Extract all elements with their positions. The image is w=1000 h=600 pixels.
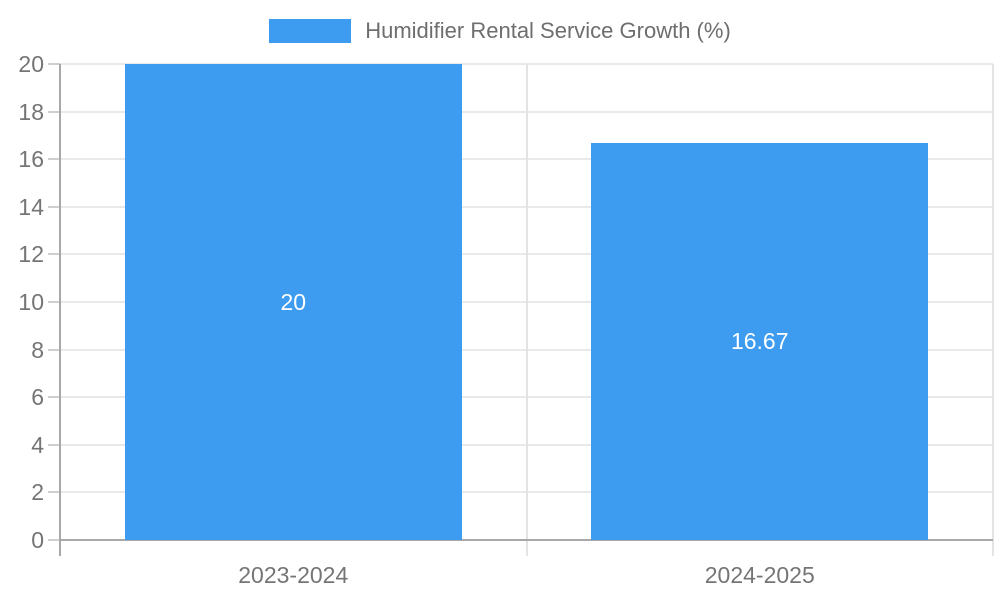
y-tick-mark	[48, 443, 60, 446]
y-tick-label: 8	[31, 336, 44, 363]
y-tick-mark	[48, 253, 60, 256]
y-axis-line	[59, 64, 61, 556]
y-tick-label: 18	[18, 98, 44, 125]
y-tick-label: 14	[18, 193, 44, 220]
y-tick-mark	[48, 63, 60, 65]
legend: Humidifier Rental Service Growth (%)	[0, 18, 1000, 44]
gridline-vertical	[992, 64, 994, 556]
x-axis-line	[59, 539, 993, 541]
bar: 20	[124, 64, 462, 540]
y-tick-mark	[48, 396, 60, 399]
y-tick-mark	[48, 348, 60, 351]
y-tick-label: 20	[18, 51, 44, 77]
y-tick-mark	[48, 205, 60, 208]
y-tick-mark	[48, 539, 60, 541]
y-tick-mark	[48, 158, 60, 161]
y-tick-label: 6	[31, 384, 44, 411]
y-tick-mark	[48, 301, 60, 303]
bar-value-label: 20	[280, 288, 307, 315]
y-tick-mark	[48, 110, 60, 113]
gridline-vertical	[525, 64, 528, 556]
y-tick-label: 12	[18, 241, 44, 268]
x-tick-label: 2024-2025	[704, 562, 815, 588]
y-tick-label: 2	[31, 479, 44, 506]
y-tick-label: 10	[18, 289, 44, 315]
y-tick-label: 16	[18, 146, 44, 173]
legend-swatch	[269, 19, 352, 43]
plot-area: 20 16.67	[48, 63, 994, 556]
legend-label: Humidifier Rental Service Growth (%)	[365, 18, 731, 43]
x-tick-label: 2023-2024	[238, 562, 349, 588]
y-tick-label: 0	[31, 527, 44, 553]
y-tick-label: 4	[31, 431, 44, 458]
y-tick-mark	[48, 491, 60, 494]
bar-value-label: 16.67	[730, 328, 789, 355]
bar: 16.67	[591, 143, 929, 540]
